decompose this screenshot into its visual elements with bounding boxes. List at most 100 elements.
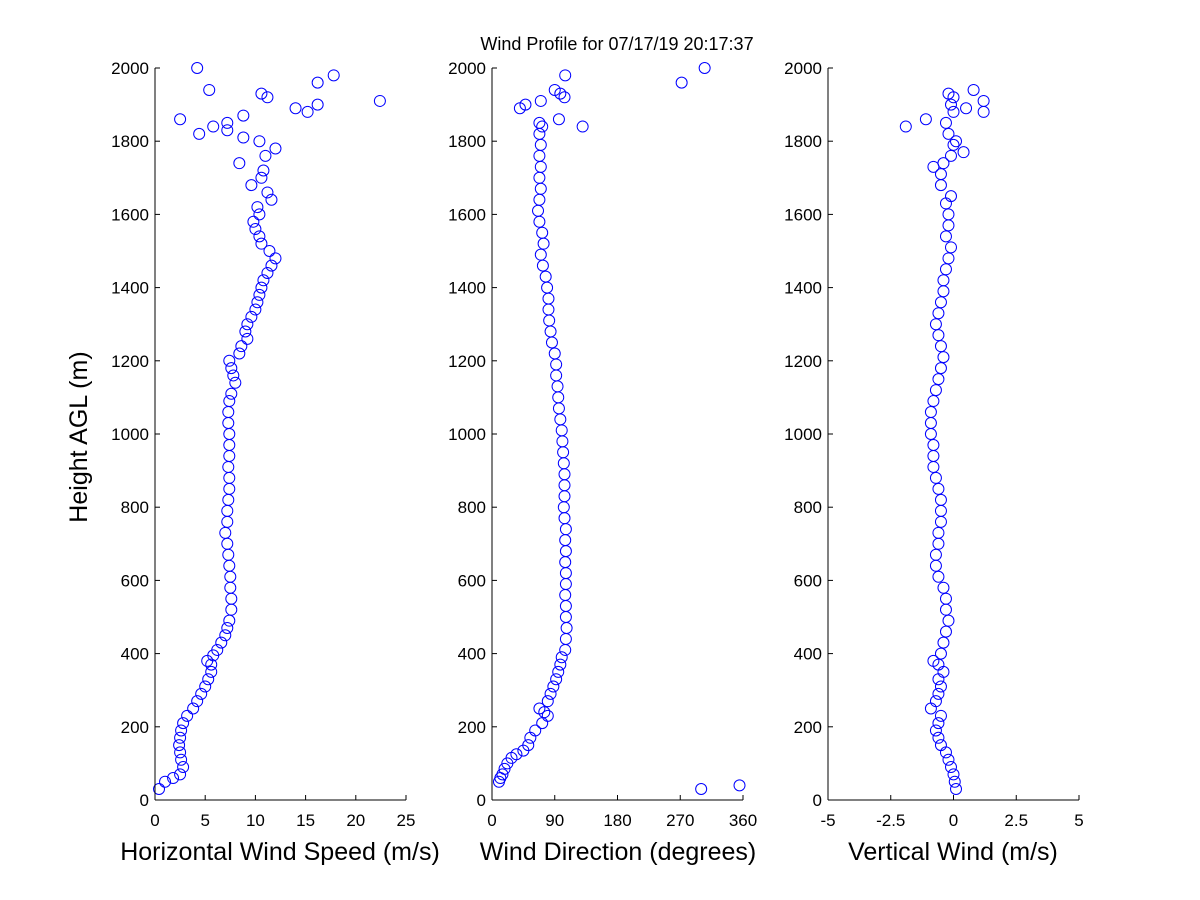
data-point <box>934 179 947 192</box>
data-point <box>261 266 274 279</box>
x-tick-label: -2.5 <box>876 811 905 830</box>
data-point <box>552 665 565 678</box>
series-points <box>492 62 746 796</box>
y-tick-label: 800 <box>794 498 822 517</box>
data-point <box>932 307 945 320</box>
data-point <box>927 460 940 473</box>
x-tick-label: 5 <box>200 811 209 830</box>
y-tick-label: 800 <box>121 498 149 517</box>
y-tick-label: 1200 <box>448 352 486 371</box>
data-point <box>229 376 242 389</box>
data-point <box>541 709 554 722</box>
data-point <box>195 687 208 700</box>
data-point <box>223 395 236 408</box>
data-point <box>934 515 947 528</box>
data-point <box>932 717 945 730</box>
data-point <box>181 709 194 722</box>
y-tick-label: 1400 <box>784 279 822 298</box>
data-point <box>533 171 546 184</box>
data-point <box>551 380 564 393</box>
data-point <box>225 387 238 400</box>
data-point <box>259 149 272 162</box>
data-point <box>556 435 569 448</box>
data-point <box>942 753 955 766</box>
data-point <box>944 190 957 203</box>
data-point <box>558 479 571 492</box>
data-point <box>675 76 688 89</box>
data-point <box>948 775 961 788</box>
data-point <box>534 248 547 261</box>
data-point <box>534 182 547 195</box>
data-point <box>541 695 554 708</box>
data-point <box>558 490 571 503</box>
y-axis-label: Height AGL (m) <box>65 351 93 522</box>
data-point <box>558 512 571 525</box>
data-point <box>929 318 942 331</box>
data-point <box>934 680 947 693</box>
y-tick-label: 1000 <box>111 425 149 444</box>
data-point <box>899 120 912 133</box>
data-point <box>942 219 955 232</box>
data-point <box>253 230 266 243</box>
data-point <box>222 548 235 561</box>
data-point <box>224 570 237 583</box>
data-point <box>927 654 940 667</box>
data-point <box>533 215 546 228</box>
x-tick-label: 0 <box>150 811 159 830</box>
data-point <box>543 314 556 327</box>
series-points <box>153 62 386 796</box>
data-point <box>224 581 237 594</box>
data-point <box>939 746 952 759</box>
y-tick-label: 1200 <box>111 352 149 371</box>
y-tick-label: 1400 <box>111 279 149 298</box>
y-tick-label: 400 <box>794 645 822 664</box>
data-point <box>947 768 960 781</box>
data-point <box>934 493 947 506</box>
data-point <box>550 358 563 371</box>
data-point <box>167 772 180 785</box>
y-tick-label: 1800 <box>111 132 149 151</box>
data-point <box>944 149 957 162</box>
data-point <box>533 116 546 129</box>
data-point <box>265 259 278 272</box>
data-point <box>373 94 386 107</box>
data-point <box>203 83 216 96</box>
data-point <box>233 157 246 170</box>
data-point <box>311 98 324 111</box>
data-point <box>932 482 945 495</box>
data-point <box>942 614 955 627</box>
data-point <box>202 673 215 686</box>
data-point <box>929 559 942 572</box>
data-point <box>950 783 963 796</box>
x-tick-label: 180 <box>603 811 631 830</box>
data-point <box>559 545 572 558</box>
vertical-wind-panel: 0 200 400 600 800 1000 1200 1400 1600 1800 2000 -5 -… <box>784 59 1084 866</box>
data-point <box>944 241 957 254</box>
data-point <box>225 603 238 616</box>
data-point <box>193 127 206 140</box>
y-tick-label: 1800 <box>784 132 822 151</box>
data-point <box>937 636 950 649</box>
data-point <box>533 193 546 206</box>
data-point <box>245 310 258 323</box>
data-point <box>550 369 563 382</box>
data-point <box>542 292 555 305</box>
data-point <box>944 98 957 111</box>
data-point <box>559 567 572 580</box>
data-point <box>950 135 963 148</box>
data-point <box>223 438 236 451</box>
data-point <box>265 193 278 206</box>
axes: 0 200 400 600 800 1000 1200 1400 1600 1800 2000 0 90… <box>448 59 757 830</box>
data-point <box>519 98 532 111</box>
data-point <box>934 504 947 517</box>
data-point <box>269 252 282 265</box>
data-point <box>301 105 314 118</box>
data-point <box>932 570 945 583</box>
x-tick-label: 360 <box>729 811 757 830</box>
data-point <box>175 753 188 766</box>
data-point <box>223 482 236 495</box>
data-point <box>251 201 264 214</box>
x-tick-label: 15 <box>296 811 315 830</box>
data-point <box>533 702 546 715</box>
